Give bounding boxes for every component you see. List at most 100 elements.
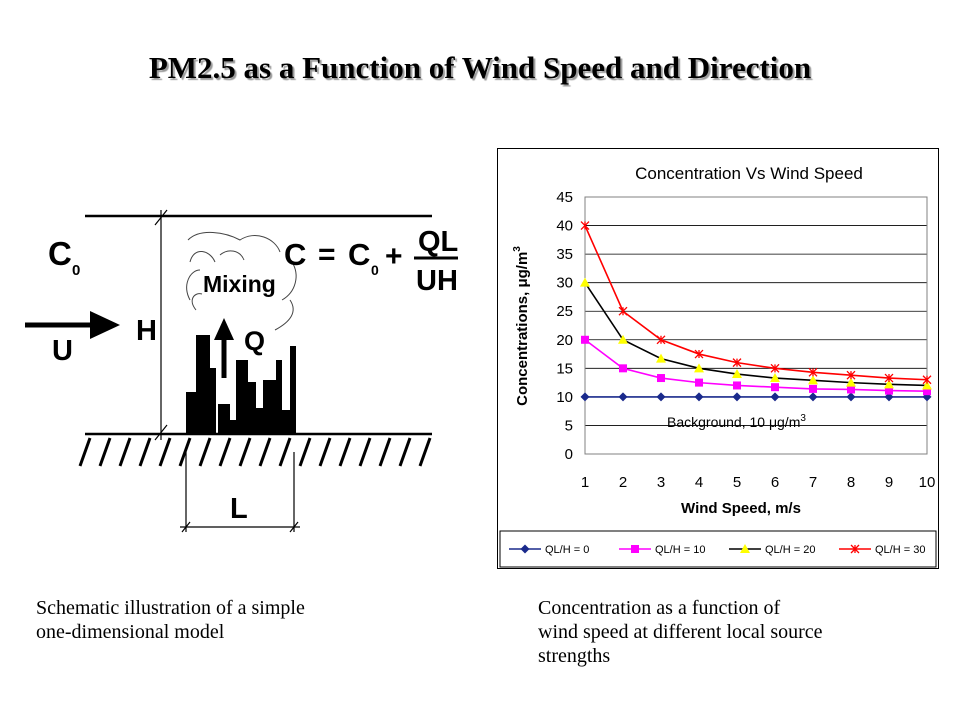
y-tick-label-8: 40 <box>556 218 573 235</box>
data-point-2-4 <box>732 369 742 379</box>
data-point-2-5 <box>770 373 780 383</box>
background-annotation-superscript: 3 <box>800 413 806 424</box>
data-point-1-9 <box>923 387 931 396</box>
y-tick-label-1: 5 <box>565 417 573 434</box>
legend-marker-0 <box>520 544 530 554</box>
x-tick-label-2: 3 <box>657 474 665 491</box>
legend-box <box>499 530 937 568</box>
mixing-cloud <box>186 232 297 331</box>
data-point-3-8 <box>884 373 894 383</box>
emission-arrow <box>214 318 234 378</box>
background-annotation-text: Background, 10 μg/m <box>667 414 800 430</box>
ground-hatching <box>78 437 432 467</box>
y-tick-label-7: 35 <box>556 246 573 263</box>
data-point-3-9 <box>922 375 932 385</box>
legend-item-0: QL/H = 0 <box>509 544 589 556</box>
data-point-2-3 <box>694 363 704 373</box>
data-point-0-2 <box>656 392 666 402</box>
plot-area-border <box>584 196 928 455</box>
legend-label-2: QL/H = 20 <box>765 544 815 556</box>
data-point-0-1 <box>618 392 628 402</box>
y-tick-label-4: 20 <box>556 332 573 349</box>
y-tick-label-5: 25 <box>556 303 573 320</box>
data-point-0-0 <box>580 392 590 402</box>
data-point-1-6 <box>809 384 817 393</box>
legend-marker-3 <box>850 544 860 554</box>
x-tick-label-6: 7 <box>809 474 817 491</box>
background-annotation: Background, 10 μg/m3 <box>667 413 806 430</box>
concentration-chart: Concentration Vs Wind Speed 051015202530… <box>497 148 939 569</box>
caption-chart-line-2: wind speed at different local source <box>538 621 823 643</box>
data-point-1-8 <box>885 386 893 395</box>
data-point-0-6 <box>808 392 818 402</box>
chart-title: Concentration Vs Wind Speed <box>635 164 863 183</box>
y-axis-label: Concentrations, μg/m3 <box>512 246 531 406</box>
data-point-2-2 <box>656 353 666 363</box>
x-tick-label-7: 8 <box>847 474 855 491</box>
equation-numerator: QL <box>418 226 458 258</box>
equation-equals: = <box>318 238 336 271</box>
x-axis-label: Wind Speed, m/s <box>681 500 801 517</box>
data-point-3-2 <box>656 335 666 345</box>
data-point-1-4 <box>733 381 741 390</box>
equation-c: C <box>284 237 306 272</box>
x-tick-label-5: 6 <box>771 474 779 491</box>
data-point-3-5 <box>770 363 780 373</box>
series-2 <box>580 277 932 390</box>
data-point-2-6 <box>808 375 818 385</box>
x-tick-label-0: 1 <box>581 474 589 491</box>
l-label: L <box>230 493 248 525</box>
u-label: U <box>52 335 73 367</box>
data-point-1-5 <box>771 383 779 392</box>
legend-marker-2 <box>740 544 750 553</box>
y-tick-label-2: 10 <box>556 389 573 406</box>
legend-label-0: QL/H = 0 <box>545 544 589 556</box>
wind-arrow <box>25 311 120 339</box>
y-axis-label-superscript: 3 <box>512 246 523 252</box>
source-buildings <box>186 335 296 434</box>
q-label: Q <box>244 326 265 356</box>
data-series <box>580 221 932 402</box>
c0-label: C <box>48 235 72 272</box>
caption-chart-line-3: strengths <box>538 645 611 667</box>
series-line-3 <box>584 225 928 381</box>
y-tick-labels: 0 5 10 15 20 25 30 35 40 45 <box>556 189 573 463</box>
legend-item-1: QL/H = 10 <box>619 544 705 556</box>
mixing-label: Mixing <box>203 271 276 297</box>
model-equation: C = C 0 + QL UH <box>284 226 458 297</box>
data-point-3-7 <box>846 370 856 380</box>
h-label: H <box>136 315 157 347</box>
length-dimension <box>180 452 300 533</box>
series-line-1 <box>584 339 928 392</box>
y-tick-label-6: 30 <box>556 275 573 292</box>
y-tick-label-0: 0 <box>565 446 573 463</box>
equation-c0: C <box>348 237 370 272</box>
data-point-0-7 <box>846 392 856 402</box>
caption-chart-line-1: Concentration as a function of <box>538 597 781 619</box>
legend: QL/H = 0 QL/H = 10 QL/H = 20 QL/H = 30 <box>509 544 925 556</box>
data-point-1-3 <box>695 378 703 387</box>
data-point-3-0 <box>580 221 590 231</box>
legend-item-3: QL/H = 30 <box>839 544 925 556</box>
data-point-0-5 <box>770 392 780 402</box>
legend-label-1: QL/H = 10 <box>655 544 705 556</box>
x-tick-label-8: 9 <box>885 474 893 491</box>
x-tick-labels: 1 2 3 4 5 6 7 8 9 10 <box>581 474 936 491</box>
series-0 <box>580 392 932 402</box>
data-point-1-1 <box>619 364 627 373</box>
x-tick-label-9: 10 <box>919 474 936 491</box>
x-tick-label-4: 5 <box>733 474 741 491</box>
caption-schematic: Schematic illustration of a simple one-d… <box>36 596 436 644</box>
caption-schematic-line-1: Schematic illustration of a simple <box>36 597 305 619</box>
y-axis-label-text: Concentrations, μg/m <box>514 252 531 406</box>
x-tick-label-3: 4 <box>695 474 703 491</box>
data-point-1-7 <box>847 385 855 394</box>
data-point-3-6 <box>808 367 818 377</box>
box-model-schematic: C 0 U H Mixing Q L C = C 0 + QL UH <box>25 209 458 533</box>
legend-label-3: QL/H = 30 <box>875 544 925 556</box>
data-point-1-2 <box>657 374 665 383</box>
caption-chart: Concentration as a function of wind spee… <box>538 596 938 668</box>
data-point-2-8 <box>884 379 894 389</box>
data-point-2-1 <box>618 334 628 344</box>
data-point-2-9 <box>922 380 932 390</box>
